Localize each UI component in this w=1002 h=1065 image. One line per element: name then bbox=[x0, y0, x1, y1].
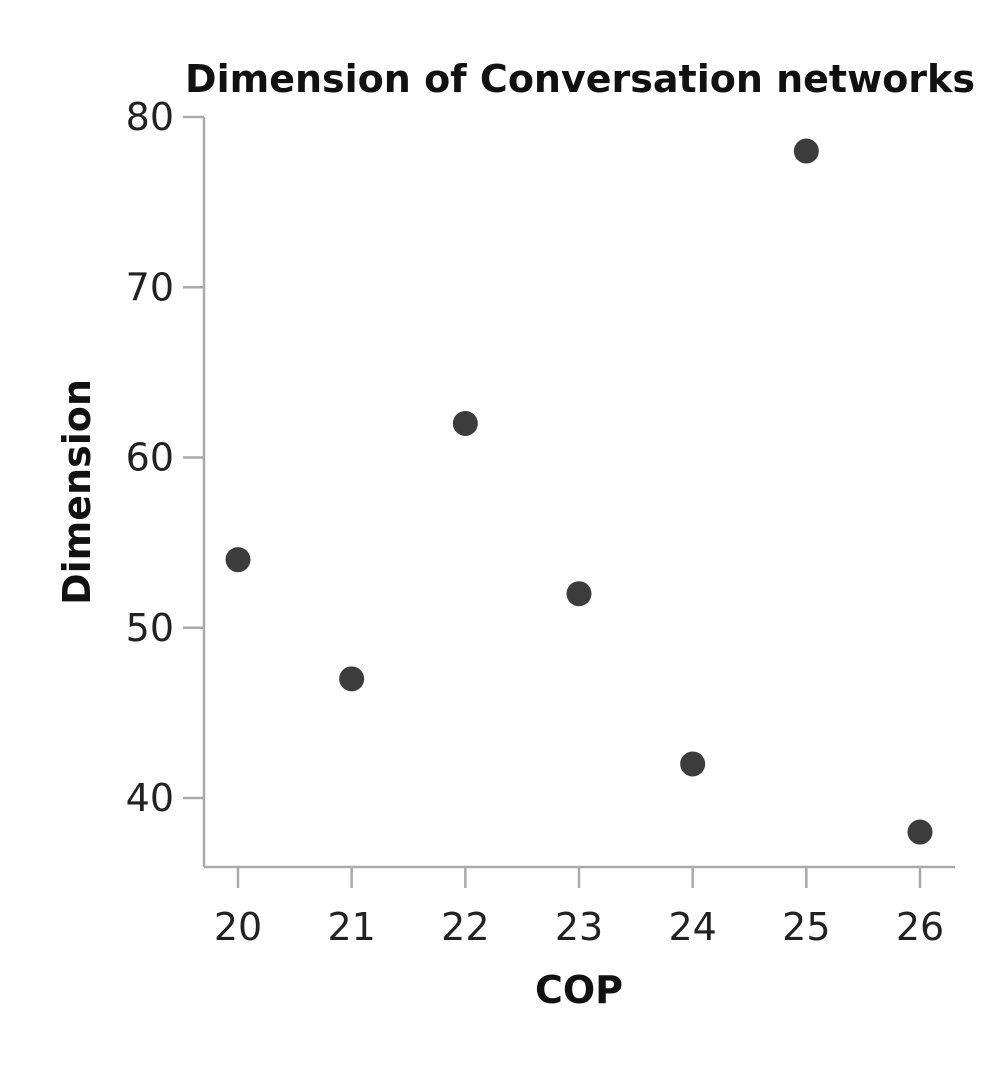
data-point bbox=[907, 819, 933, 845]
x-axis: 20 21 22 23 24 25 26 bbox=[204, 865, 955, 949]
y-tick-label: 40 bbox=[126, 776, 174, 820]
y-tick-label: 60 bbox=[126, 436, 174, 480]
chart-title: Dimension of Conversation networks bbox=[185, 57, 975, 101]
data-point bbox=[339, 666, 365, 692]
x-tick-label: 26 bbox=[896, 905, 944, 949]
x-tick-label: 25 bbox=[782, 905, 830, 949]
x-axis-title: COP bbox=[535, 968, 623, 1012]
data-point bbox=[680, 751, 706, 777]
y-tick-label: 70 bbox=[126, 265, 174, 309]
y-tick-label: 80 bbox=[126, 95, 174, 139]
x-tick-label: 20 bbox=[214, 905, 262, 949]
x-tick-label: 22 bbox=[441, 905, 489, 949]
data-point bbox=[452, 410, 478, 436]
data-points bbox=[225, 138, 933, 845]
data-point bbox=[225, 547, 251, 573]
y-axis: 40 50 60 70 80 bbox=[126, 95, 206, 867]
data-point bbox=[793, 138, 819, 164]
y-axis-title: Dimension bbox=[55, 379, 99, 605]
x-tick-label: 23 bbox=[555, 905, 603, 949]
x-tick-label: 21 bbox=[327, 905, 375, 949]
x-tick-label: 24 bbox=[668, 905, 716, 949]
data-point bbox=[566, 581, 592, 607]
y-tick-label: 50 bbox=[126, 606, 174, 650]
